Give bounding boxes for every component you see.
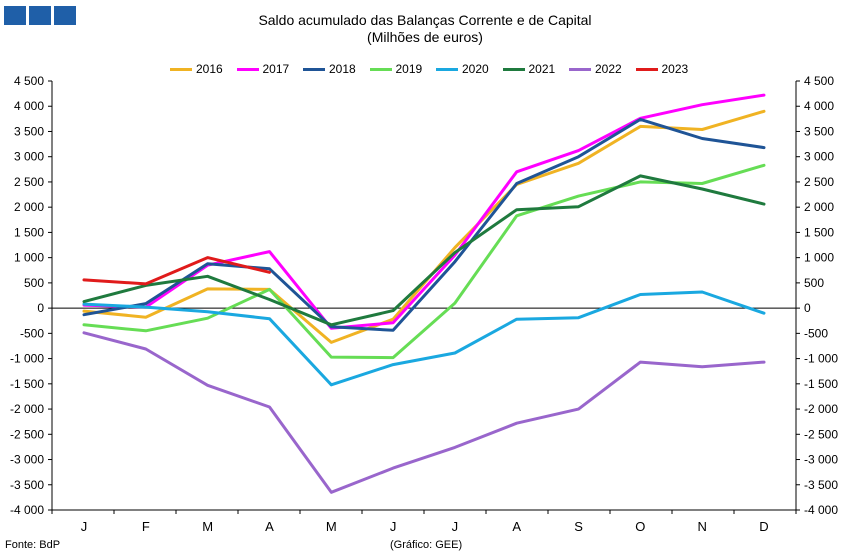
x-tick-label: A bbox=[512, 519, 521, 534]
y-tick-label-left: -1 000 bbox=[10, 352, 44, 366]
logo bbox=[4, 6, 76, 25]
legend-item-2021: 2021 bbox=[502, 62, 556, 76]
y-tick-label-left: 500 bbox=[24, 276, 44, 290]
y-tick-label-right: -2 000 bbox=[804, 402, 838, 416]
legend-item-2020: 2020 bbox=[436, 62, 489, 76]
y-tick-label-left: 0 bbox=[37, 301, 44, 315]
x-tick-label: J bbox=[452, 519, 459, 534]
y-tick-label-right: -3 000 bbox=[804, 453, 838, 467]
chart-title-block: Saldo acumulado das Balanças Corrente e … bbox=[0, 12, 850, 46]
chart-credit: (Gráfico: GEE) bbox=[390, 539, 463, 551]
logo-square-3 bbox=[54, 6, 76, 25]
logo-square-2 bbox=[29, 6, 51, 25]
chart-legend: 2016 2017 2018 2019 2020 2021 2022 2023 bbox=[0, 62, 850, 78]
series-line-2023 bbox=[82, 256, 271, 286]
legend-label: 2020 bbox=[462, 62, 489, 76]
y-tick-label-left: -2 000 bbox=[10, 402, 44, 416]
y-tick-label-left: -3 000 bbox=[10, 453, 44, 467]
x-tick-label: F bbox=[142, 519, 150, 534]
legend-swatch bbox=[369, 67, 392, 71]
legend-label: 2018 bbox=[329, 62, 356, 76]
x-tick-label: J bbox=[81, 519, 88, 534]
y-tick-label-right: 1 500 bbox=[804, 225, 834, 239]
x-tick-label: M bbox=[202, 519, 213, 534]
legend-item-2019: 2019 bbox=[369, 62, 423, 76]
legend-label: 2021 bbox=[528, 62, 556, 76]
y-tick-label-right: -500 bbox=[804, 326, 828, 340]
chart-subtitle: (Milhões de euros) bbox=[367, 29, 483, 45]
y-tick-label-left: -500 bbox=[20, 326, 44, 340]
legend-swatch bbox=[569, 67, 591, 71]
legend-label: 2019 bbox=[395, 62, 423, 76]
y-tick-label-right: -3 500 bbox=[804, 478, 838, 492]
logo-square-1 bbox=[4, 6, 26, 25]
y-tick-label-left: -2 500 bbox=[10, 427, 44, 441]
y-tick-label-left: -3 500 bbox=[10, 478, 44, 492]
y-tick-label-right: 4 000 bbox=[804, 99, 834, 113]
y-tick-label-left: 1 500 bbox=[14, 225, 44, 239]
legend-swatch bbox=[436, 67, 458, 71]
legend-swatch bbox=[303, 67, 325, 71]
y-tick-label-right: 1 000 bbox=[804, 251, 834, 265]
legend-item-2023: 2023 bbox=[635, 62, 689, 76]
y-tick-label-right: 2 000 bbox=[804, 200, 834, 214]
legend-item-2018: 2018 bbox=[303, 62, 356, 76]
series-line-2020 bbox=[82, 290, 766, 387]
legend-label: 2022 bbox=[595, 62, 622, 76]
legend-label: 2017 bbox=[262, 62, 290, 76]
legend-item-2017: 2017 bbox=[236, 62, 290, 76]
y-tick-label-left: 2 000 bbox=[14, 200, 44, 214]
y-tick-label-right: 3 000 bbox=[804, 150, 834, 164]
y-tick-label-left: 2 500 bbox=[14, 175, 44, 189]
y-tick-label-right: -1 500 bbox=[804, 377, 838, 391]
x-tick-label: J bbox=[390, 519, 397, 534]
series-line-2017 bbox=[82, 93, 766, 330]
y-tick-label-left: 4 500 bbox=[14, 74, 44, 88]
series-line-2019 bbox=[82, 163, 766, 360]
y-tick-label-right: -4 000 bbox=[804, 503, 838, 517]
y-tick-label-left: -1 500 bbox=[10, 377, 44, 391]
x-tick-label: M bbox=[326, 519, 337, 534]
source-note: Fonte: BdP bbox=[5, 539, 61, 551]
y-tick-label-right: -2 500 bbox=[804, 427, 838, 441]
legend-swatch bbox=[502, 67, 525, 71]
legend-item-2022: 2022 bbox=[569, 62, 622, 76]
x-tick-label: S bbox=[574, 519, 583, 534]
legend-item-2016: 2016 bbox=[170, 62, 223, 76]
y-tick-label-right: 4 500 bbox=[804, 74, 834, 88]
legend-label: 2023 bbox=[661, 62, 689, 76]
x-tick-label: D bbox=[759, 519, 768, 534]
x-tick-label: N bbox=[697, 519, 706, 534]
series-line-2021 bbox=[82, 174, 766, 327]
legend-swatch bbox=[635, 67, 658, 71]
legend-swatch bbox=[170, 67, 192, 71]
legend-label: 2016 bbox=[196, 62, 223, 76]
y-tick-label-left: -4 000 bbox=[10, 503, 44, 517]
legend-swatch bbox=[236, 67, 259, 71]
chart-title: Saldo acumulado das Balanças Corrente e … bbox=[258, 12, 592, 28]
y-tick-label-right: 500 bbox=[804, 276, 824, 290]
x-tick-label: A bbox=[265, 519, 274, 534]
x-tick-label: O bbox=[635, 519, 645, 534]
y-tick-label-left: 3 000 bbox=[14, 150, 44, 164]
y-tick-label-right: -1 000 bbox=[804, 352, 838, 366]
y-tick-label-left: 3 500 bbox=[14, 124, 44, 138]
y-tick-label-left: 4 000 bbox=[14, 99, 44, 113]
y-tick-label-right: 0 bbox=[804, 301, 811, 315]
y-tick-label-right: 2 500 bbox=[804, 175, 834, 189]
series-line-2022 bbox=[82, 331, 766, 494]
y-tick-label-right: 3 500 bbox=[804, 124, 834, 138]
y-tick-label-left: 1 000 bbox=[14, 251, 44, 265]
series-line-2018 bbox=[82, 117, 766, 332]
